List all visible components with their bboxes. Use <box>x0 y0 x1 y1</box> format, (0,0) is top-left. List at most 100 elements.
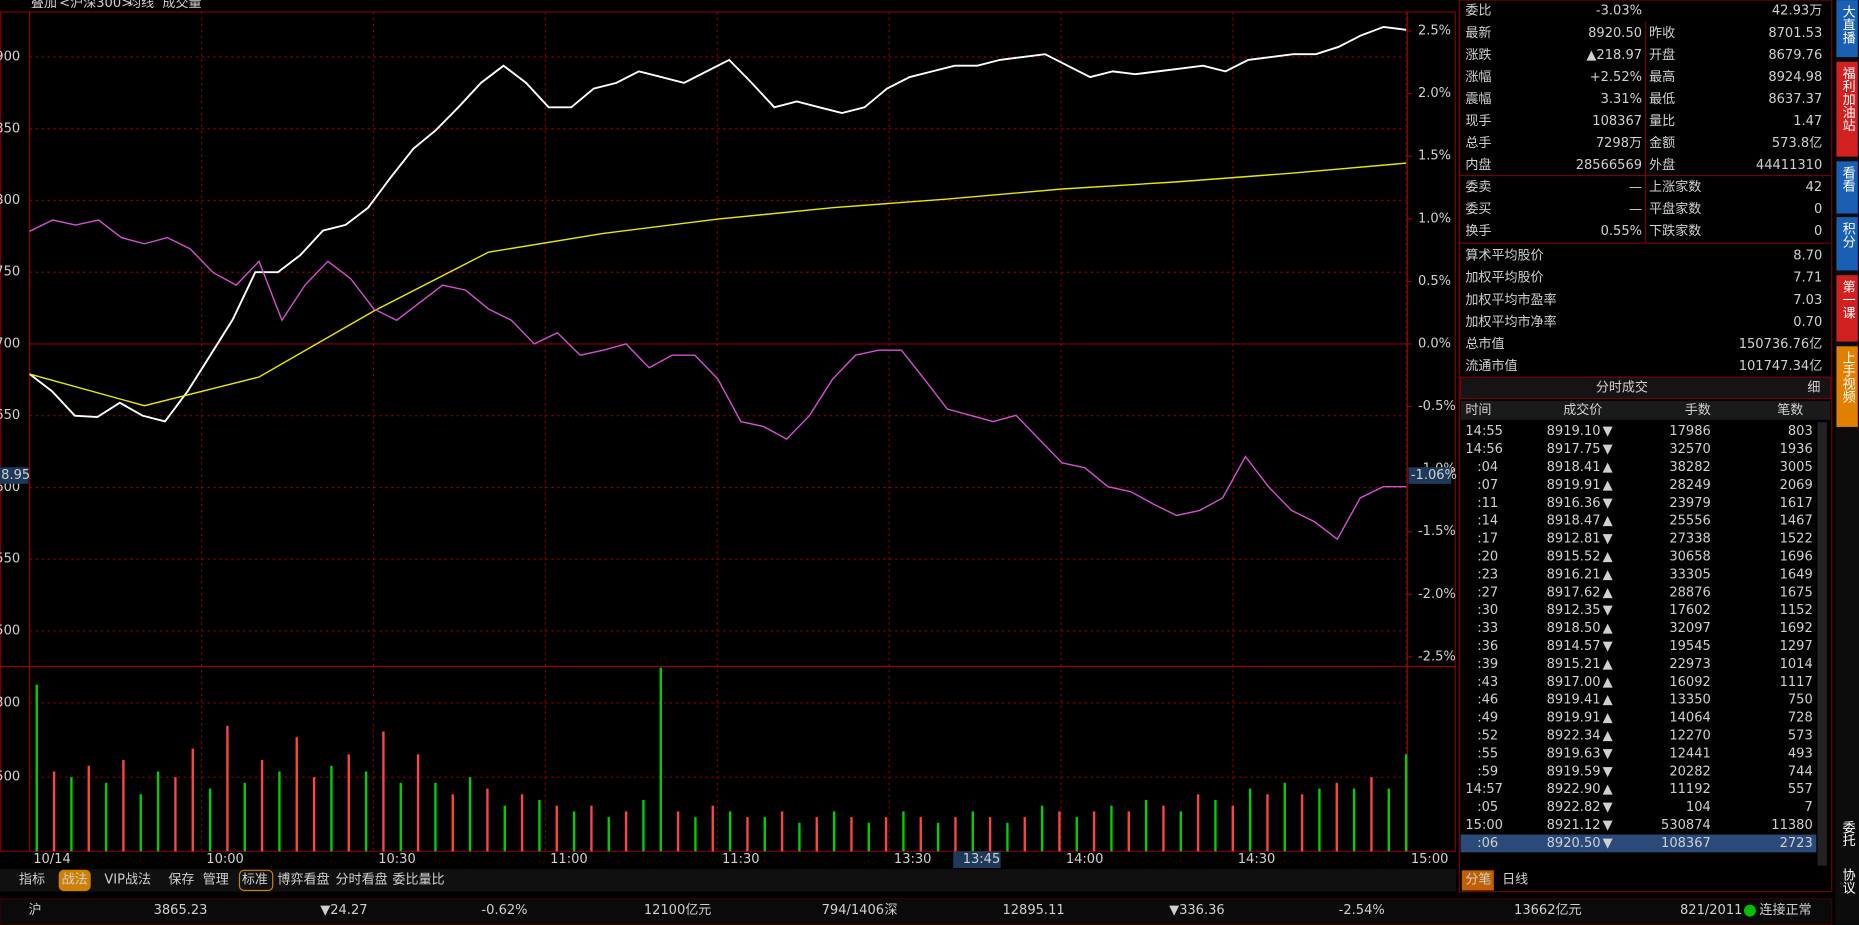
tick-dir: ▼ <box>1603 764 1613 779</box>
side-tab-label[interactable]: 积分 <box>1840 222 1856 250</box>
tick-time: :17 <box>1477 532 1498 547</box>
quote-label: 金额 <box>1649 135 1675 151</box>
tick-dir: ▲ <box>1603 585 1613 600</box>
quote-value: 108367 <box>1592 114 1642 129</box>
toolbar-tab[interactable]: 战法 <box>62 872 88 887</box>
overlay-index: <沪深300> <box>59 0 132 11</box>
toolbar-tab[interactable]: 博弈看盘 <box>277 871 329 887</box>
quote-label: 最新 <box>1465 25 1491 41</box>
table-header <box>1460 400 1831 420</box>
tick-dir: ▲ <box>1603 657 1613 672</box>
quote-value: 8701.53 <box>1768 26 1822 41</box>
tab-active[interactable] <box>1461 870 1494 891</box>
panel-tab[interactable]: 分笔 <box>1465 871 1491 887</box>
toolbar-tab[interactable]: 委比量比 <box>392 872 444 887</box>
tick-trades: 744 <box>1788 764 1813 779</box>
quote-value: 1.47 <box>1793 114 1822 129</box>
y-tick-label: 700 <box>0 336 20 351</box>
volume-bar <box>624 811 628 852</box>
tick-dir: ▼ <box>1603 424 1613 439</box>
tick-time: :30 <box>1477 603 1498 618</box>
quote-label: 下跌家数 <box>1649 223 1701 239</box>
volume-bar <box>295 737 298 852</box>
volume-bar <box>538 799 541 852</box>
side-tab-label[interactable]: 大直播 <box>1840 5 1856 45</box>
tick-price: 8922.90 <box>1547 782 1601 797</box>
volume-bar <box>104 782 108 852</box>
volume-bar <box>694 817 697 852</box>
tick-price: 8919.63 <box>1547 746 1601 761</box>
volume-bar <box>1162 805 1165 852</box>
side-tab-label[interactable]: 看看 <box>1840 166 1856 193</box>
toolbar-tab[interactable]: 标准 <box>242 872 268 887</box>
toolbar-tab[interactable]: 分时看盘 <box>336 871 388 887</box>
volume-bar <box>936 822 940 852</box>
side-tab-label[interactable]: 第一课 <box>1840 280 1856 320</box>
x-tick-label: 15:00 <box>1411 852 1449 867</box>
side-tab-label[interactable]: 上手视频 <box>1840 351 1856 404</box>
status-item: 794 <box>822 903 847 918</box>
quote-label: 涨幅 <box>1465 70 1491 85</box>
quote-label: 最高 <box>1649 69 1675 85</box>
cursor-left-box <box>0 467 29 484</box>
tick-dir: ▼ <box>1603 818 1613 833</box>
volume-bar <box>416 754 420 852</box>
y2-tick-label: -1.5% <box>1418 524 1456 539</box>
volume-bar <box>191 748 194 852</box>
volume-bar <box>1266 794 1269 852</box>
table-header-cell: 笔数 <box>1777 402 1803 418</box>
y-tick-label: 800 <box>0 193 20 208</box>
tick-lots: 25556 <box>1669 514 1710 529</box>
x-tick-label: 14:30 <box>1238 852 1276 867</box>
volume-bar <box>1352 788 1356 852</box>
tick-trades: 573 <box>1788 729 1813 744</box>
quote-value: 44411310 <box>1756 158 1822 173</box>
quote-value: 573.8亿 <box>1772 136 1822 151</box>
volume-bar <box>451 794 454 852</box>
volume-bar <box>382 731 385 852</box>
toolbar-tab[interactable]: VIP战法 <box>104 872 151 887</box>
side-tab-label[interactable]: 福利加油站 <box>1840 67 1856 133</box>
quote-frame <box>1458 0 1833 893</box>
panel-tab[interactable]: 日线 <box>1502 872 1528 887</box>
toolbar-tab[interactable]: 保存 <box>168 872 194 887</box>
volume-tick-label: 300 <box>0 695 20 710</box>
cursor-right-box <box>1408 467 1452 484</box>
volume-bar <box>1196 794 1200 852</box>
side-tab[interactable] <box>1836 275 1858 342</box>
tick-dir: ▲ <box>1603 478 1613 493</box>
status-item: /2011 <box>1705 903 1743 918</box>
toolbar-tab[interactable]: 指标 <box>19 872 45 887</box>
tick-time: 14:57 <box>1465 782 1503 797</box>
tick-time: :49 <box>1477 711 1498 726</box>
tick-lots: 108367 <box>1661 836 1711 851</box>
tick-time: :14 <box>1477 514 1498 529</box>
tick-time: :59 <box>1477 764 1498 779</box>
quote-value: -3.03% <box>1596 3 1642 18</box>
side-tab-label[interactable]: 委托 <box>1840 821 1856 848</box>
volume-bar <box>1283 782 1286 852</box>
tab-active[interactable] <box>238 869 274 892</box>
volume-bar <box>1231 805 1234 852</box>
side-tab[interactable] <box>1836 0 1858 58</box>
side-tab[interactable] <box>1836 863 1858 911</box>
tick-trades: 803 <box>1788 424 1813 439</box>
volume-bar <box>884 817 888 852</box>
status-item: 12895.11 <box>1002 903 1064 918</box>
side-tab[interactable] <box>1836 217 1858 271</box>
volume-bar <box>434 782 437 852</box>
stat-label: 加权平均市盈率 <box>1465 292 1556 308</box>
side-tab[interactable] <box>1836 346 1858 427</box>
quote-value: 0 <box>1814 202 1822 217</box>
side-tab[interactable] <box>1836 815 1858 864</box>
volume-bar <box>1248 788 1252 852</box>
side-tab-label[interactable]: 协议 <box>1840 868 1856 896</box>
side-tab[interactable] <box>1836 161 1858 214</box>
volume-bar <box>763 817 766 852</box>
tick-time: 14:55 <box>1465 424 1503 439</box>
x-tick-label: 11:30 <box>722 852 760 867</box>
side-tab[interactable] <box>1836 61 1858 157</box>
tab-active[interactable] <box>58 869 91 892</box>
toolbar-tab[interactable]: 管理 <box>203 872 229 887</box>
